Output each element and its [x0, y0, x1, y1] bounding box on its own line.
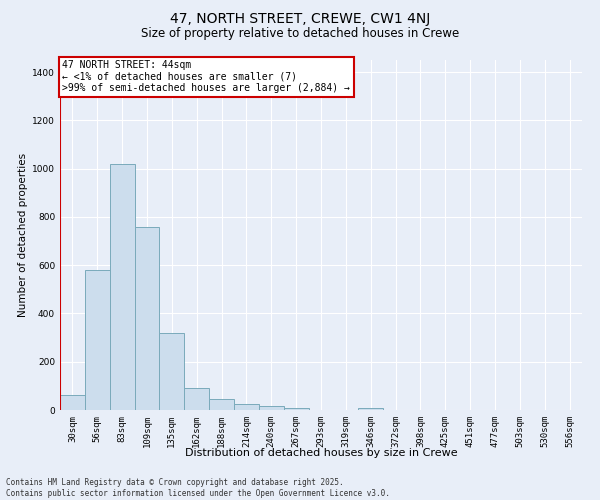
Bar	[60, 395, 85, 410]
Bar	[134, 226, 160, 410]
Text: 47 NORTH STREET: 44sqm
← <1% of detached houses are smaller (7)
>99% of semi-det: 47 NORTH STREET: 44sqm ← <1% of detached…	[62, 60, 350, 93]
Text: 47, NORTH STREET, CREWE, CW1 4NJ: 47, NORTH STREET, CREWE, CW1 4NJ	[170, 12, 430, 26]
Bar	[259, 406, 284, 410]
Bar	[209, 399, 234, 410]
Text: Contains HM Land Registry data © Crown copyright and database right 2025.
Contai: Contains HM Land Registry data © Crown c…	[6, 478, 390, 498]
Bar	[160, 333, 184, 410]
Bar	[110, 164, 134, 410]
Bar	[358, 408, 383, 410]
Bar	[284, 408, 308, 410]
Bar	[234, 404, 259, 410]
Text: Distribution of detached houses by size in Crewe: Distribution of detached houses by size …	[185, 448, 457, 458]
Bar	[85, 270, 110, 410]
Text: Size of property relative to detached houses in Crewe: Size of property relative to detached ho…	[141, 28, 459, 40]
Y-axis label: Number of detached properties: Number of detached properties	[18, 153, 28, 317]
Bar	[184, 388, 209, 410]
